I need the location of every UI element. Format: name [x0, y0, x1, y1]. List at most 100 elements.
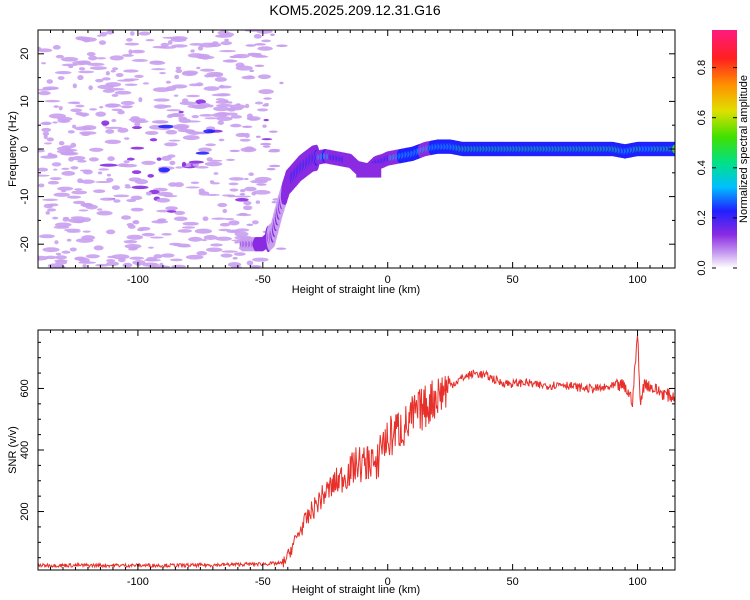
noise-blob: [177, 229, 192, 233]
noise-blob: [241, 133, 246, 136]
noise-blob: [175, 166, 184, 169]
snr-x-tick-label: 100: [628, 576, 646, 588]
noise-blob: [141, 160, 156, 165]
noise-blob: [82, 113, 88, 117]
noise-blob: [131, 126, 142, 130]
noise-blob: [192, 162, 200, 167]
noise-blob: [107, 88, 125, 91]
noise-blob: [164, 142, 178, 147]
noise-blob: [123, 137, 130, 140]
noise-blob: [263, 118, 269, 122]
noise-blob: [120, 100, 135, 106]
spectrogram-y-tick-label: 10: [19, 95, 31, 107]
noise-blob: [104, 139, 122, 144]
snr-y-tick-label: 200: [19, 502, 31, 520]
noise-blob: [270, 33, 275, 36]
noise-blob: [136, 262, 142, 267]
noise-blob: [95, 78, 104, 83]
snr-panel: -100 -50 0 50 100 200 400 600 Height of straig…: [7, 329, 676, 596]
noise-blob: [182, 70, 199, 75]
noise-blob: [190, 181, 200, 184]
noise-blob: [82, 169, 93, 175]
noise-blob: [180, 129, 196, 132]
noise-blob: [94, 181, 112, 184]
noise-blob: [222, 208, 228, 214]
noise-blob: [142, 82, 150, 85]
noise-blob: [251, 191, 257, 196]
noise-blob: [57, 76, 65, 80]
snr-series-line: [38, 335, 675, 569]
noise-blob: [202, 216, 209, 222]
noise-blob: [105, 129, 115, 134]
noise-blob: [77, 159, 87, 163]
noise-blob: [131, 59, 148, 62]
ridge-dip-body: [370, 163, 374, 178]
noise-blob: [244, 132, 250, 139]
noise-blob: [216, 111, 230, 116]
noise-blob: [255, 135, 261, 138]
noise-blob: [181, 161, 187, 167]
noise-blob: [126, 38, 133, 42]
noise-blob: [221, 250, 238, 253]
noise-blob: [123, 69, 139, 73]
noise-blob: [145, 191, 152, 196]
noise-blob: [244, 186, 257, 192]
noise-blob: [156, 198, 171, 203]
noise-blob: [131, 119, 149, 124]
noise-blob: [185, 254, 204, 260]
noise-blob: [234, 241, 239, 244]
noise-blob: [178, 110, 184, 114]
colorbar-tick-label: 0.4: [696, 160, 708, 175]
noise-blob: [174, 210, 186, 216]
figure-title: KOM5.2025.209.12.31.G16: [269, 2, 440, 18]
noise-blob: [249, 69, 255, 73]
noise-blob: [129, 256, 145, 260]
noise-blob: [126, 157, 135, 161]
noise-blob: [150, 264, 157, 268]
noise-blob: [112, 67, 119, 71]
noise-blob: [85, 254, 100, 259]
noise-blob: [173, 243, 191, 247]
noise-blob: [77, 178, 84, 184]
noise-blob: [40, 121, 52, 126]
noise-blob: [80, 179, 95, 184]
noise-blob: [224, 217, 235, 221]
noise-blob: [120, 215, 132, 220]
noise-blob: [216, 116, 233, 122]
noise-blob: [134, 122, 141, 127]
noise-blob: [149, 61, 166, 65]
noise-blob: [199, 68, 215, 72]
noise-blob: [153, 98, 170, 102]
noise-blob: [218, 228, 232, 232]
noise-blob: [141, 232, 155, 237]
noise-blob: [250, 179, 268, 184]
noise-blob: [198, 147, 212, 152]
noise-blob: [246, 75, 254, 78]
noise-blob: [150, 68, 166, 71]
noise-blob: [78, 209, 89, 212]
ridge-dip-body: [364, 163, 368, 178]
spectrogram-y-tick-label: 20: [19, 48, 31, 60]
noise-blob: [219, 222, 231, 227]
noise-blob: [159, 72, 166, 75]
noise-blob: [146, 256, 158, 262]
noise-blob: [218, 138, 225, 142]
noise-blob: [55, 255, 67, 260]
noise-blob: [152, 45, 167, 49]
noise-blob: [106, 173, 111, 177]
noise-blob: [173, 94, 179, 97]
noise-blob: [81, 217, 92, 222]
noise-blob: [197, 45, 204, 51]
noise-blob: [61, 250, 71, 254]
noise-blob: [88, 157, 99, 162]
noise-blob: [153, 254, 163, 259]
spectrogram-x-tick-label: -100: [127, 274, 149, 286]
noise-blob: [268, 130, 278, 133]
noise-blob: [210, 182, 221, 185]
noise-blob: [79, 131, 97, 135]
noise-blob: [43, 142, 53, 145]
noise-blob: [225, 158, 236, 161]
noise-blob: [206, 157, 213, 161]
noise-blob: [47, 208, 57, 212]
